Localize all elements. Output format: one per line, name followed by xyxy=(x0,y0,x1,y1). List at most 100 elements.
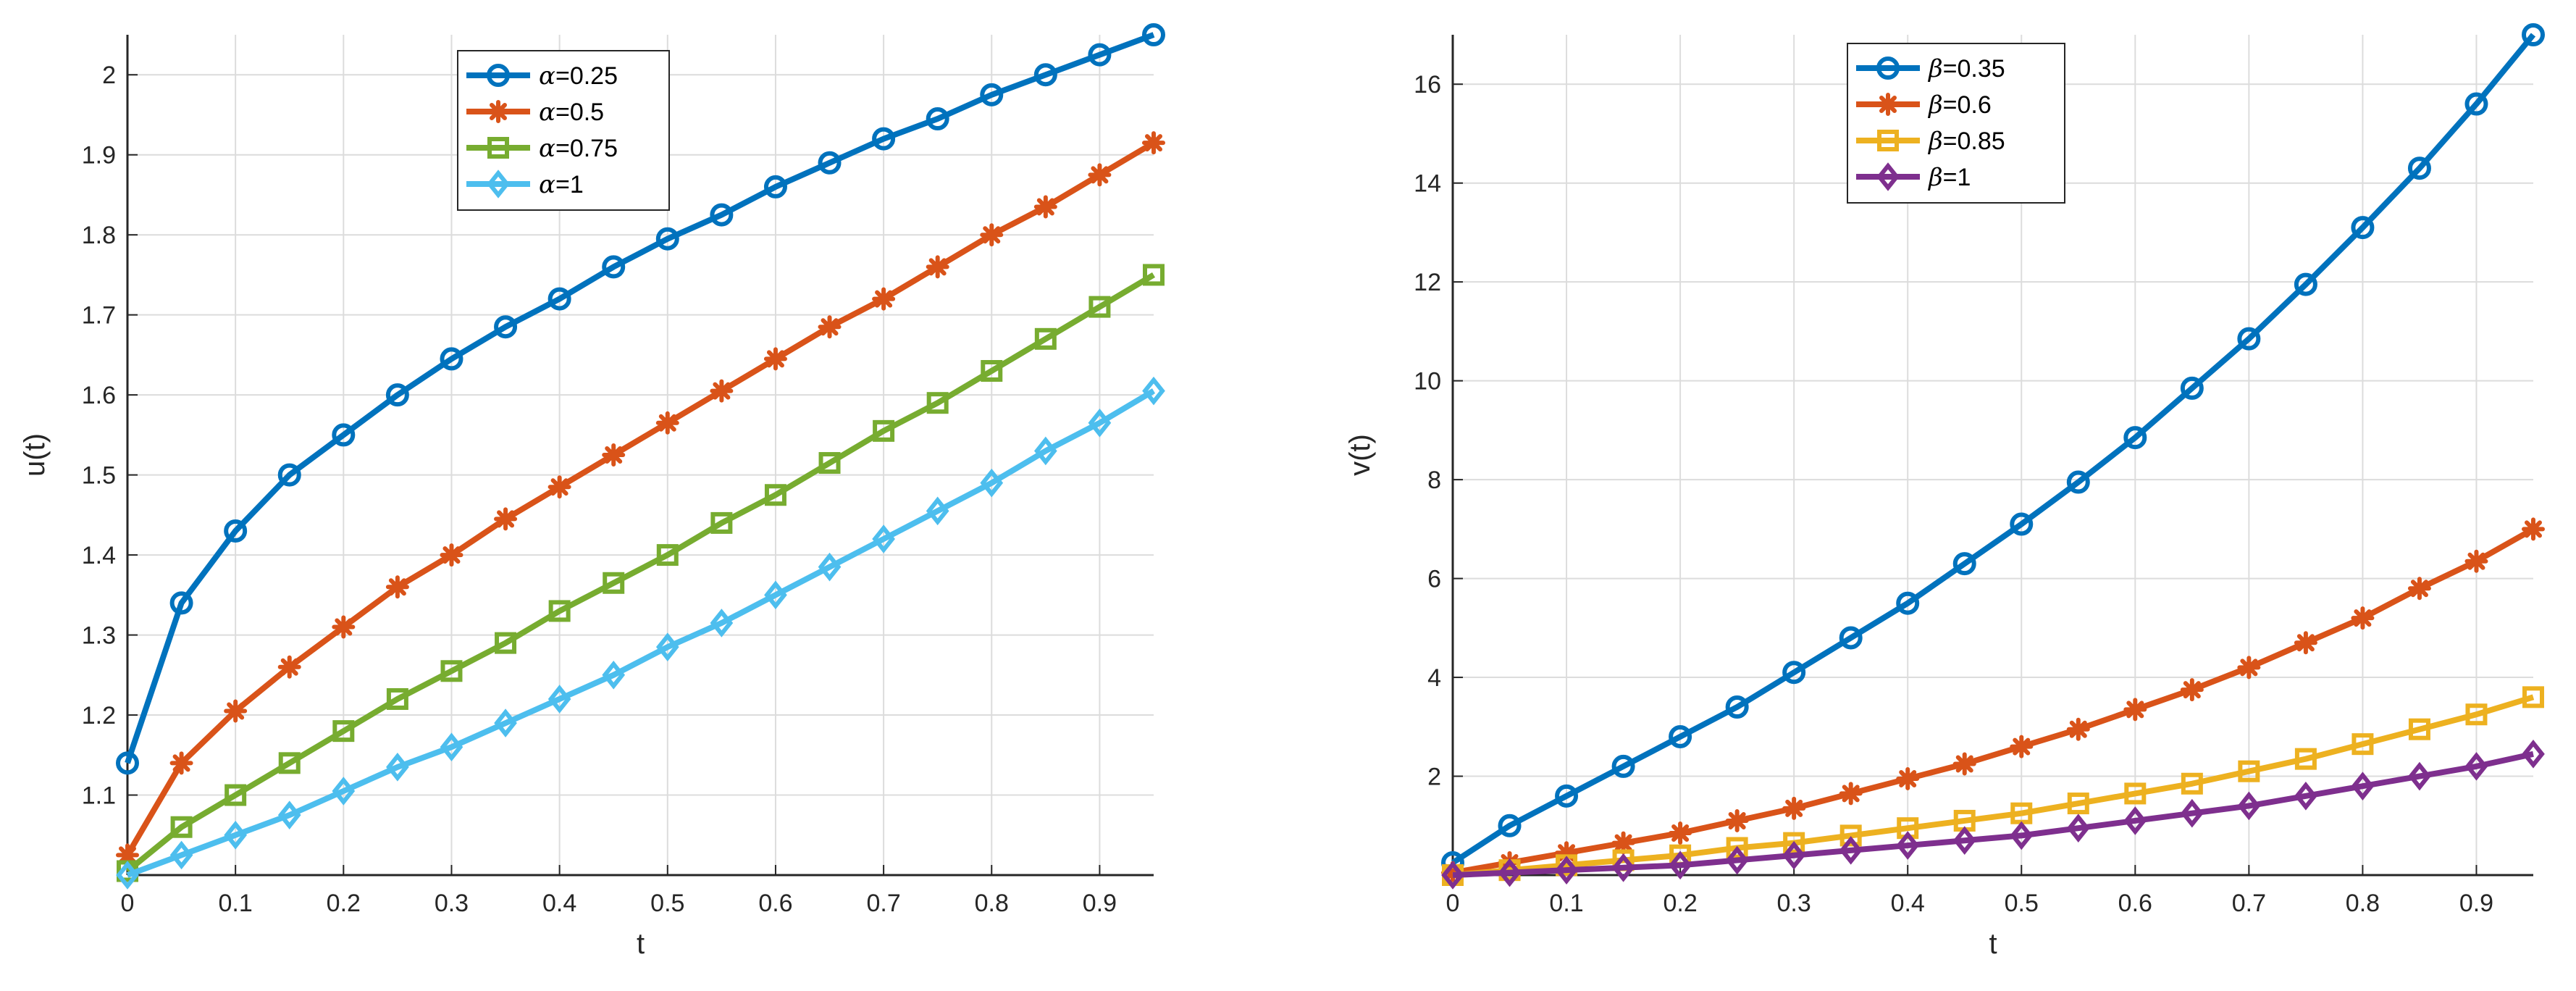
data-point xyxy=(2407,577,2431,601)
data-point xyxy=(2351,772,2375,800)
y-tick-label: 1.3 xyxy=(82,622,116,650)
data-point xyxy=(1783,832,1805,854)
data-point xyxy=(656,544,679,566)
data-point xyxy=(1896,591,1920,615)
data-point xyxy=(116,861,139,890)
data-point xyxy=(1725,808,1749,832)
data-point xyxy=(2351,606,2375,630)
legend-marker xyxy=(1876,57,1900,80)
data-point xyxy=(332,720,355,743)
data-point xyxy=(2522,740,2545,769)
data-point xyxy=(2066,470,2090,494)
data-point xyxy=(2294,782,2317,811)
y-tick-label: 8 xyxy=(1427,467,1441,494)
data-point xyxy=(170,816,193,838)
data-point xyxy=(1782,661,1806,685)
legend-marker xyxy=(487,100,510,123)
data-point xyxy=(1555,784,1579,808)
legend-marker xyxy=(1876,93,1900,116)
data-point xyxy=(1088,296,1111,318)
data-point xyxy=(1782,840,1805,870)
x-tick-label: 0.8 xyxy=(2346,890,2380,917)
chart-v-xlabel: t xyxy=(1989,928,1997,960)
chart-v-legend: β=0.35 β=0.6 β=0.85 β=1 xyxy=(1847,43,2065,204)
y-tick-label: 1.7 xyxy=(82,302,116,330)
data-point xyxy=(926,255,949,279)
data-point xyxy=(602,255,626,279)
data-point xyxy=(2067,793,2089,815)
data-point xyxy=(547,287,571,311)
data-point xyxy=(764,580,787,610)
y-tick-label: 2 xyxy=(1427,764,1441,791)
chart-u-legend: α=0.25 α=0.5 α=0.75 α=1 xyxy=(457,50,670,211)
data-point xyxy=(1088,409,1112,438)
x-tick-label: 0.6 xyxy=(2118,890,2152,917)
data-point xyxy=(2522,23,2545,46)
data-point xyxy=(2066,717,2090,741)
data-point xyxy=(1896,831,1920,860)
data-point xyxy=(980,83,1004,106)
data-point xyxy=(547,685,571,714)
x-tick-label: 0.3 xyxy=(435,890,469,917)
data-point xyxy=(1033,63,1057,87)
x-tick-label: 0.5 xyxy=(2005,890,2039,917)
data-point xyxy=(2522,517,2545,541)
data-point xyxy=(494,507,518,531)
data-point xyxy=(169,591,193,615)
data-point xyxy=(1782,796,1806,820)
data-point xyxy=(2010,821,2034,850)
data-point xyxy=(386,753,409,782)
series-line xyxy=(126,388,1156,878)
data-point xyxy=(385,383,409,407)
y-tick-label: 4 xyxy=(1427,664,1441,692)
x-tick-label: 0.7 xyxy=(866,890,900,917)
legend-entry: α=0.25 xyxy=(466,62,618,91)
data-point xyxy=(224,519,248,543)
data-point xyxy=(1839,824,1862,847)
data-point xyxy=(655,227,679,251)
data-point xyxy=(1142,23,1165,46)
data-point xyxy=(1034,327,1057,350)
legend-entry: α=0.75 xyxy=(466,134,618,163)
data-point xyxy=(277,800,301,829)
data-point xyxy=(332,423,356,447)
x-tick-label: 0.1 xyxy=(1549,890,1583,917)
data-point xyxy=(277,655,301,679)
x-tick-label: 0.4 xyxy=(1891,890,1925,917)
x-tick-label: 0.7 xyxy=(2232,890,2266,917)
data-point xyxy=(440,347,463,371)
x-tick-label: 0.3 xyxy=(1777,890,1811,917)
y-tick-label: 2 xyxy=(102,62,116,89)
data-point xyxy=(332,777,356,806)
data-point xyxy=(764,484,786,506)
data-point xyxy=(2237,791,2261,821)
legend-label: β=0.6 xyxy=(1927,91,1992,120)
data-point xyxy=(2464,92,2488,116)
series-u-4 xyxy=(116,376,1165,890)
series-line xyxy=(125,140,1156,857)
x-tick-label: 0.9 xyxy=(2459,890,2493,917)
data-point xyxy=(116,843,139,867)
data-point xyxy=(277,463,301,487)
data-point xyxy=(1839,782,1863,806)
legend-entry: β=1 xyxy=(1856,162,1971,192)
data-point xyxy=(2238,760,2260,782)
data-point xyxy=(2294,631,2317,655)
series-u-1 xyxy=(116,23,1165,775)
chart-v: 0 0.1 0.2 0.3 0.4 0.5 0.6 0.7 0.8 0.9 2 4 6 8 10 12 14 16… xyxy=(1344,23,2545,960)
data-point xyxy=(655,632,679,661)
data-point xyxy=(981,360,1003,382)
data-point xyxy=(873,419,895,442)
data-point xyxy=(872,127,896,151)
x-tick-label: 0.1 xyxy=(219,890,253,917)
data-point xyxy=(1498,814,1522,837)
data-point xyxy=(710,379,734,403)
data-point xyxy=(1839,626,1863,650)
data-point xyxy=(1725,695,1749,719)
data-point xyxy=(603,572,625,594)
data-point xyxy=(2237,327,2261,351)
chart-u-axes: 0 0.1 0.2 0.3 0.4 0.5 0.6 0.7 0.8 0.9 1.1 1.2 1.3 1.4… xyxy=(82,35,1154,917)
data-point xyxy=(2123,806,2147,835)
data-point xyxy=(2464,752,2488,781)
data-point xyxy=(1726,837,1748,859)
